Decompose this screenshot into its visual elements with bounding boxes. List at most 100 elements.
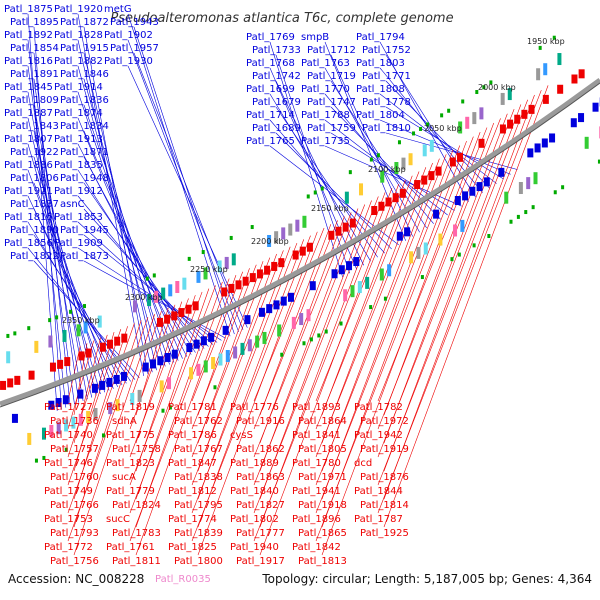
forward-gene-mark bbox=[280, 296, 287, 306]
gc-dot bbox=[213, 385, 217, 390]
forward-gene-mark bbox=[258, 307, 265, 317]
cog-mark bbox=[175, 281, 180, 294]
reverse-gene-mark bbox=[528, 104, 535, 114]
gene-label: Patl_1840 bbox=[230, 486, 279, 497]
cog-mark bbox=[203, 360, 208, 373]
reverse-gene-mark bbox=[49, 362, 56, 372]
gene-label: sucC bbox=[106, 514, 130, 525]
gene-label: Patl_1827 bbox=[236, 500, 285, 511]
gc-dot bbox=[412, 131, 416, 136]
gc-dot bbox=[302, 341, 306, 346]
gene-label: Patl_1930 bbox=[104, 56, 153, 67]
gene-label: Patl_1712 bbox=[307, 45, 356, 56]
cog-mark bbox=[154, 290, 159, 303]
reverse-gene-mark bbox=[457, 152, 464, 162]
cog-mark bbox=[277, 324, 282, 337]
cog-mark bbox=[306, 309, 311, 322]
reverse-gene-mark bbox=[185, 304, 192, 314]
gene-label: Patl_1761 bbox=[106, 542, 155, 553]
gene-label: Patl_1804 bbox=[356, 110, 405, 121]
reverse-gene-mark bbox=[328, 230, 335, 240]
cog-mark bbox=[526, 177, 531, 190]
forward-gene-mark bbox=[222, 325, 229, 335]
forward-gene-mark bbox=[541, 138, 548, 148]
forward-gene-mark bbox=[77, 389, 84, 399]
gene-label: Patl_1809 bbox=[10, 95, 59, 106]
kbp-tick-label: 2100 kbp bbox=[368, 165, 406, 174]
rna-gene-tag: Patl_R0035 bbox=[155, 574, 211, 585]
forward-gene-mark bbox=[346, 261, 353, 271]
gc-dot bbox=[369, 157, 373, 162]
gene-connector bbox=[135, 275, 237, 556]
cog-mark bbox=[224, 256, 229, 269]
gene-connector bbox=[315, 154, 447, 486]
gene-label: Patl_1893 bbox=[292, 402, 341, 413]
gene-label: Patl_1920 bbox=[54, 4, 103, 15]
forward-gene-mark bbox=[534, 143, 541, 153]
cog-mark bbox=[500, 92, 505, 105]
gene-label: Patl_1823 bbox=[106, 458, 155, 469]
gene-connector bbox=[377, 90, 542, 514]
gene-connector bbox=[197, 246, 291, 500]
gene-connector bbox=[191, 257, 271, 458]
gc-dot bbox=[27, 326, 31, 331]
gene-label: Patl_1847 bbox=[168, 458, 217, 469]
cog-mark bbox=[56, 422, 61, 435]
kbp-tick-label: 2350 kbp bbox=[62, 316, 100, 325]
cog-mark bbox=[438, 233, 443, 246]
gene-connector bbox=[330, 132, 455, 211]
cog-mark bbox=[543, 63, 548, 76]
gc-dot bbox=[145, 276, 149, 281]
gene-connector bbox=[315, 145, 461, 514]
gene-label: Patl_1887 bbox=[4, 108, 53, 119]
gene-connector bbox=[197, 268, 250, 416]
cog-mark bbox=[507, 88, 512, 101]
kbp-tick-label: 1950 kbp bbox=[527, 37, 565, 46]
kbp-tick-label: 2150 kbp bbox=[311, 204, 349, 213]
topology-text: Topology: circular; Length: 5,187,005 bp… bbox=[262, 572, 592, 586]
cog-mark bbox=[408, 153, 413, 166]
cog-mark bbox=[299, 313, 304, 326]
cog-mark bbox=[255, 335, 260, 348]
gene-label: Patl_1815 bbox=[4, 212, 53, 223]
gene-label: Patl_1862 bbox=[236, 444, 285, 455]
gene-connector bbox=[77, 169, 196, 353]
reverse-gene-mark bbox=[64, 357, 71, 367]
kbp-tick-label: 2250 kbp bbox=[190, 265, 228, 274]
gene-label: sucA bbox=[112, 472, 136, 483]
gene-label: Patl_1780 bbox=[292, 458, 341, 469]
reverse-gene-mark bbox=[299, 246, 306, 256]
gene-label: Patl_1941 bbox=[292, 486, 341, 497]
forward-gene-mark bbox=[273, 300, 280, 310]
gc-dot bbox=[489, 80, 493, 85]
gene-label: Patl_1735 bbox=[301, 136, 350, 147]
cog-mark bbox=[460, 219, 465, 232]
cog-mark bbox=[167, 377, 172, 390]
cog-mark bbox=[380, 170, 385, 183]
gene-label: Patl_1872 bbox=[60, 17, 109, 28]
reverse-gene-mark bbox=[349, 218, 356, 228]
gene-label: Patl_1837 bbox=[10, 199, 59, 210]
gene-label: Patl_1836 bbox=[60, 95, 109, 106]
forward-gene-mark bbox=[331, 269, 338, 279]
cog-mark bbox=[83, 321, 88, 334]
gc-dot bbox=[376, 153, 380, 158]
gc-dot bbox=[383, 296, 387, 301]
gene-label: Patl_1913 bbox=[54, 134, 103, 145]
gene-label: Patl_1740 bbox=[44, 430, 93, 441]
forward-gene-mark bbox=[527, 148, 534, 158]
gc-dot bbox=[42, 455, 46, 460]
gene-label: Patl_1874 bbox=[54, 108, 103, 119]
cog-mark bbox=[343, 289, 348, 302]
gene-connector bbox=[27, 221, 127, 384]
backbone-arc bbox=[0, 77, 600, 407]
gene-connector bbox=[385, 132, 518, 170]
gc-dot bbox=[317, 333, 321, 338]
gc-dot bbox=[306, 194, 310, 199]
reverse-gene-mark bbox=[335, 226, 342, 236]
cog-mark bbox=[168, 284, 173, 297]
gene-connector bbox=[33, 182, 114, 389]
gc-dot bbox=[34, 458, 38, 463]
cog-mark bbox=[211, 356, 216, 369]
cog-mark bbox=[350, 285, 355, 298]
